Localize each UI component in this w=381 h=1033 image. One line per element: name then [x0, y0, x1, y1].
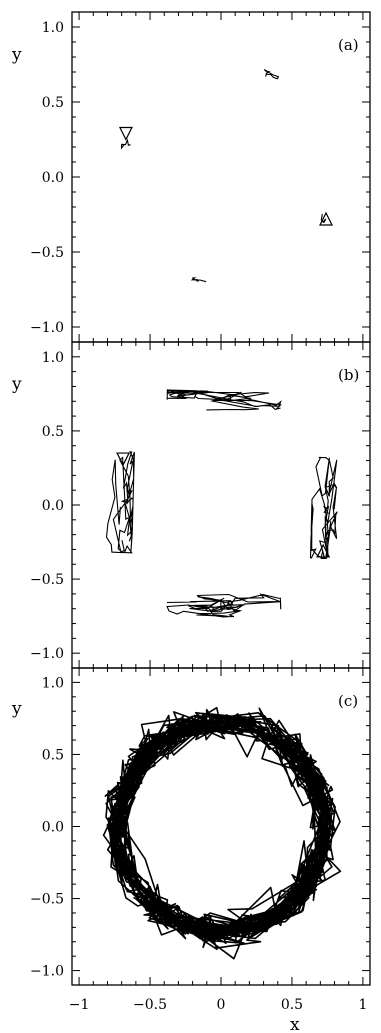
trajectory: [166, 593, 282, 618]
x-axis-label: x: [290, 1015, 300, 1033]
y-tick-label: 0.5: [42, 424, 64, 440]
trajectory: [320, 213, 327, 223]
y-tick-label: −1.0: [30, 964, 64, 980]
y-tick-label: −1.0: [30, 320, 64, 336]
trajectory: [102, 706, 342, 960]
y-tick-label: 0.5: [42, 95, 64, 111]
triangle-up-marker: [316, 543, 331, 558]
plot-frame: [71, 11, 371, 343]
triangle-down-marker: [118, 126, 133, 141]
triangle-down-marker: [116, 452, 131, 467]
y-tick-label: 1.0: [42, 675, 64, 691]
triangle-up-marker: [319, 211, 333, 226]
trajectory: [121, 138, 131, 150]
y-axis-label: y: [11, 699, 22, 719]
y-tick-label: 0.0: [42, 498, 64, 514]
y-tick-label: 0.5: [42, 747, 64, 763]
panel-c: 1.0 0.5 0.0 −0.5 −1.0 y (c) −1 −0.5 0 0.5 1 x: [11, 667, 371, 1033]
panel-label: (a): [338, 36, 359, 54]
trajectory: [309, 456, 338, 560]
y-tick-label: 1.0: [42, 350, 64, 366]
panel-b: 1.0 0.5 0.0 −0.5 −1.0 y (b): [11, 341, 371, 669]
x-tick-label: 1: [358, 997, 367, 1013]
x-tick-label: 0: [217, 997, 226, 1013]
trajectory: [263, 69, 280, 80]
x-tick-label: −0.5: [133, 997, 167, 1013]
y-tick-label: 1.0: [42, 20, 64, 36]
panel-label: (c): [338, 692, 358, 710]
y-tick-label: 0.0: [42, 820, 64, 836]
y-tick-label: 0.0: [42, 170, 64, 186]
plot-frame: [71, 341, 371, 669]
trajectory: [190, 277, 207, 283]
panel-a: 1.0 0.5 0.0 −0.5 −1.0 y (a): [11, 11, 371, 343]
y-tick-label: −0.5: [30, 245, 64, 261]
y-tick-label: −0.5: [30, 572, 64, 588]
y-axis-label: y: [11, 374, 22, 394]
y-tick-label: −1.0: [30, 646, 64, 662]
trajectory: [166, 389, 282, 411]
x-tick-label: 0.5: [281, 997, 303, 1013]
panel-label: (b): [338, 366, 359, 384]
trajectory: [105, 451, 135, 554]
y-tick-label: −0.5: [30, 892, 64, 908]
x-tick-label: −1: [69, 997, 90, 1013]
y-axis-label: y: [11, 45, 22, 65]
